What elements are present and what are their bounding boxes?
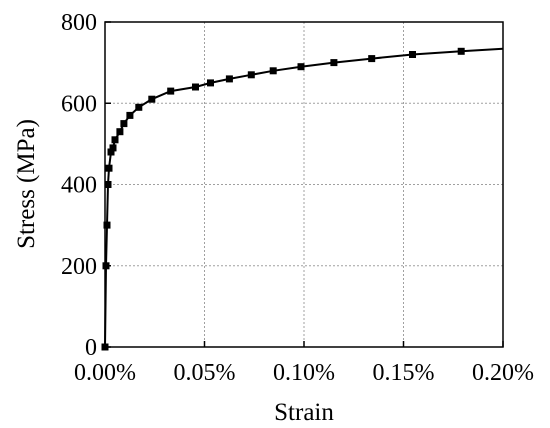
- data-point-marker: [102, 262, 110, 270]
- data-point-marker: [247, 71, 255, 79]
- data-point-marker: [120, 120, 128, 128]
- data-point-marker: [126, 111, 134, 119]
- data-point-marker: [103, 221, 111, 229]
- x-axis-title: Strain: [274, 399, 334, 426]
- y-tick-label: 200: [61, 254, 97, 280]
- data-point-marker: [167, 87, 175, 95]
- data-point-marker: [368, 55, 376, 63]
- y-axis-title: Stress (MPa): [13, 119, 40, 249]
- y-tick-label: 800: [61, 10, 97, 36]
- data-point-marker: [135, 103, 143, 111]
- data-point-marker: [107, 148, 115, 156]
- data-point-marker: [297, 63, 305, 71]
- data-point-marker: [207, 79, 214, 87]
- y-tick-label: 400: [61, 173, 97, 199]
- data-point-marker: [330, 59, 338, 67]
- y-tick-labels: 0 200 400 600 800: [61, 10, 97, 361]
- x-tick-labels: 0.00% 0.05% 0.10% 0.15% 0.20%: [74, 360, 534, 386]
- data-point-marker: [225, 75, 233, 83]
- data-point-marker: [111, 136, 119, 144]
- data-point-marker: [457, 47, 465, 55]
- data-point-marker: [192, 83, 199, 91]
- data-point-marker: [101, 343, 109, 351]
- data-point-marker: [269, 67, 277, 75]
- data-markers: [101, 47, 465, 351]
- y-tick-label: 0: [85, 335, 97, 361]
- data-point-marker: [116, 128, 124, 136]
- grid-lines: [105, 22, 503, 347]
- data-point-marker: [105, 164, 113, 172]
- data-point-marker: [109, 144, 117, 152]
- x-tick-label: 0.10%: [273, 360, 335, 386]
- data-point-marker: [148, 95, 156, 103]
- data-point-marker: [409, 51, 416, 58]
- y-tick-label: 600: [61, 91, 97, 117]
- data-point-marker: [104, 181, 112, 188]
- x-tick-label: 0.15%: [373, 360, 435, 386]
- x-tick-label: 0.00%: [74, 360, 136, 386]
- x-tick-label: 0.20%: [472, 360, 534, 386]
- x-tick-label: 0.05%: [174, 360, 236, 386]
